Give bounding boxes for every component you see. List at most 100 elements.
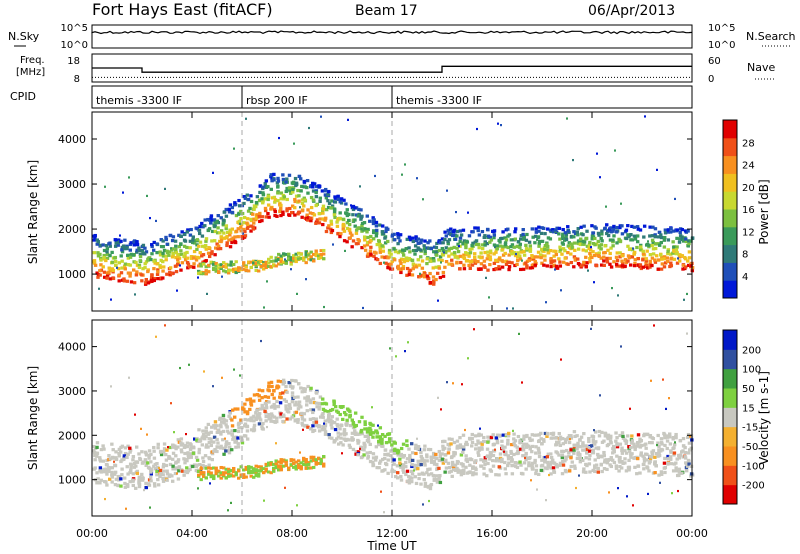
power-echo — [540, 239, 545, 243]
power-echo — [330, 206, 335, 210]
power-echo — [167, 250, 172, 254]
power-echo — [329, 222, 334, 226]
power-colorbar-swatch — [723, 244, 737, 263]
power-echo — [285, 177, 289, 181]
velocity-echo — [596, 455, 601, 460]
power-echo — [216, 226, 220, 230]
velocity-echo — [632, 442, 636, 446]
power-echo — [287, 255, 291, 259]
velocity-echo — [641, 454, 645, 458]
velocity-echo — [332, 399, 336, 403]
power-echo — [417, 263, 422, 267]
velocity-echo — [608, 457, 612, 462]
power-echo — [108, 277, 113, 281]
velocity-echo — [386, 453, 390, 457]
velocity-echo — [123, 451, 128, 456]
velocity-echo — [278, 395, 282, 399]
power-echo — [111, 276, 116, 281]
power-echo — [108, 268, 112, 273]
power-echo — [471, 241, 475, 245]
power-echo — [447, 247, 451, 251]
velocity-echo — [305, 395, 310, 399]
power-echo — [231, 237, 235, 241]
cpid-panel: CPID themis -3300 IF rbsp 200 IF themis -3… — [10, 85, 693, 109]
velocity-echo — [170, 474, 174, 478]
power-echo — [347, 222, 352, 227]
velocity-echo — [378, 435, 383, 439]
velocity-echo — [359, 456, 364, 460]
power-echo — [197, 228, 202, 232]
power-echo — [122, 279, 127, 283]
velocity-echo — [198, 463, 202, 467]
power-colorbar-tick-label: 28 — [742, 138, 755, 149]
velocity-echo — [309, 459, 313, 463]
power-echo — [563, 256, 567, 260]
power-echo — [635, 225, 640, 229]
velocity-echo — [236, 423, 241, 427]
velocity-echo — [533, 460, 537, 464]
velocity-echo — [254, 469, 258, 473]
power-echo — [659, 253, 663, 257]
power-echo — [322, 248, 326, 252]
velocity-echo — [258, 416, 262, 420]
velocity-echo — [551, 436, 555, 440]
velocity-echo — [480, 442, 484, 446]
power-colorbar-swatch — [723, 209, 737, 228]
velocity-echo — [275, 442, 277, 445]
velocity-echo — [410, 480, 414, 484]
power-echo — [596, 239, 600, 244]
power-echo — [683, 265, 688, 269]
velocity-echo — [383, 468, 387, 472]
power-echo — [539, 256, 543, 260]
velocity-echo — [167, 474, 172, 478]
power-echo — [203, 224, 207, 228]
velocity-colorbar-tick-label: 200 — [742, 345, 761, 356]
velocity-echo — [282, 414, 286, 419]
power-echo — [219, 238, 224, 242]
velocity-echo — [338, 412, 342, 417]
velocity-echo — [585, 447, 590, 452]
velocity-echo — [315, 405, 319, 409]
power-echo — [428, 271, 432, 276]
power-echo — [437, 266, 442, 270]
power-echo — [117, 261, 122, 265]
power-echo — [435, 271, 440, 275]
velocity-echo — [144, 481, 148, 485]
velocity-echo — [300, 421, 304, 425]
velocity-echo — [93, 453, 97, 458]
velocity-echo — [308, 398, 312, 402]
velocity-echo — [530, 450, 534, 454]
power-echo — [579, 264, 584, 268]
velocity-echo — [584, 444, 588, 448]
velocity-echo — [303, 389, 307, 393]
power-echo — [138, 255, 143, 259]
power-echo — [620, 254, 624, 258]
power-echo — [669, 230, 673, 234]
velocity-echo — [146, 433, 148, 436]
velocity-echo — [232, 470, 236, 474]
velocity-echo — [389, 449, 393, 453]
power-echo — [291, 190, 295, 194]
power-echo — [347, 118, 349, 121]
power-echo — [512, 307, 514, 310]
velocity-echo — [663, 443, 667, 448]
velocity-echo — [264, 462, 268, 466]
power-echo — [572, 265, 576, 269]
velocity-echo — [591, 440, 596, 444]
power-echo — [257, 260, 261, 264]
power-echo — [323, 218, 327, 222]
velocity-echo — [456, 444, 460, 448]
power-echo — [495, 244, 500, 248]
velocity-echo — [336, 410, 340, 415]
power-echo — [219, 235, 223, 239]
power-echo — [214, 268, 218, 272]
power-echo — [462, 253, 466, 257]
velocity-echo — [269, 462, 273, 466]
power-echo — [489, 238, 494, 242]
velocity-echo — [620, 345, 622, 348]
velocity-echo — [603, 434, 608, 438]
velocity-echo — [248, 407, 252, 412]
power-echo — [671, 229, 676, 233]
power-echo — [242, 264, 246, 268]
